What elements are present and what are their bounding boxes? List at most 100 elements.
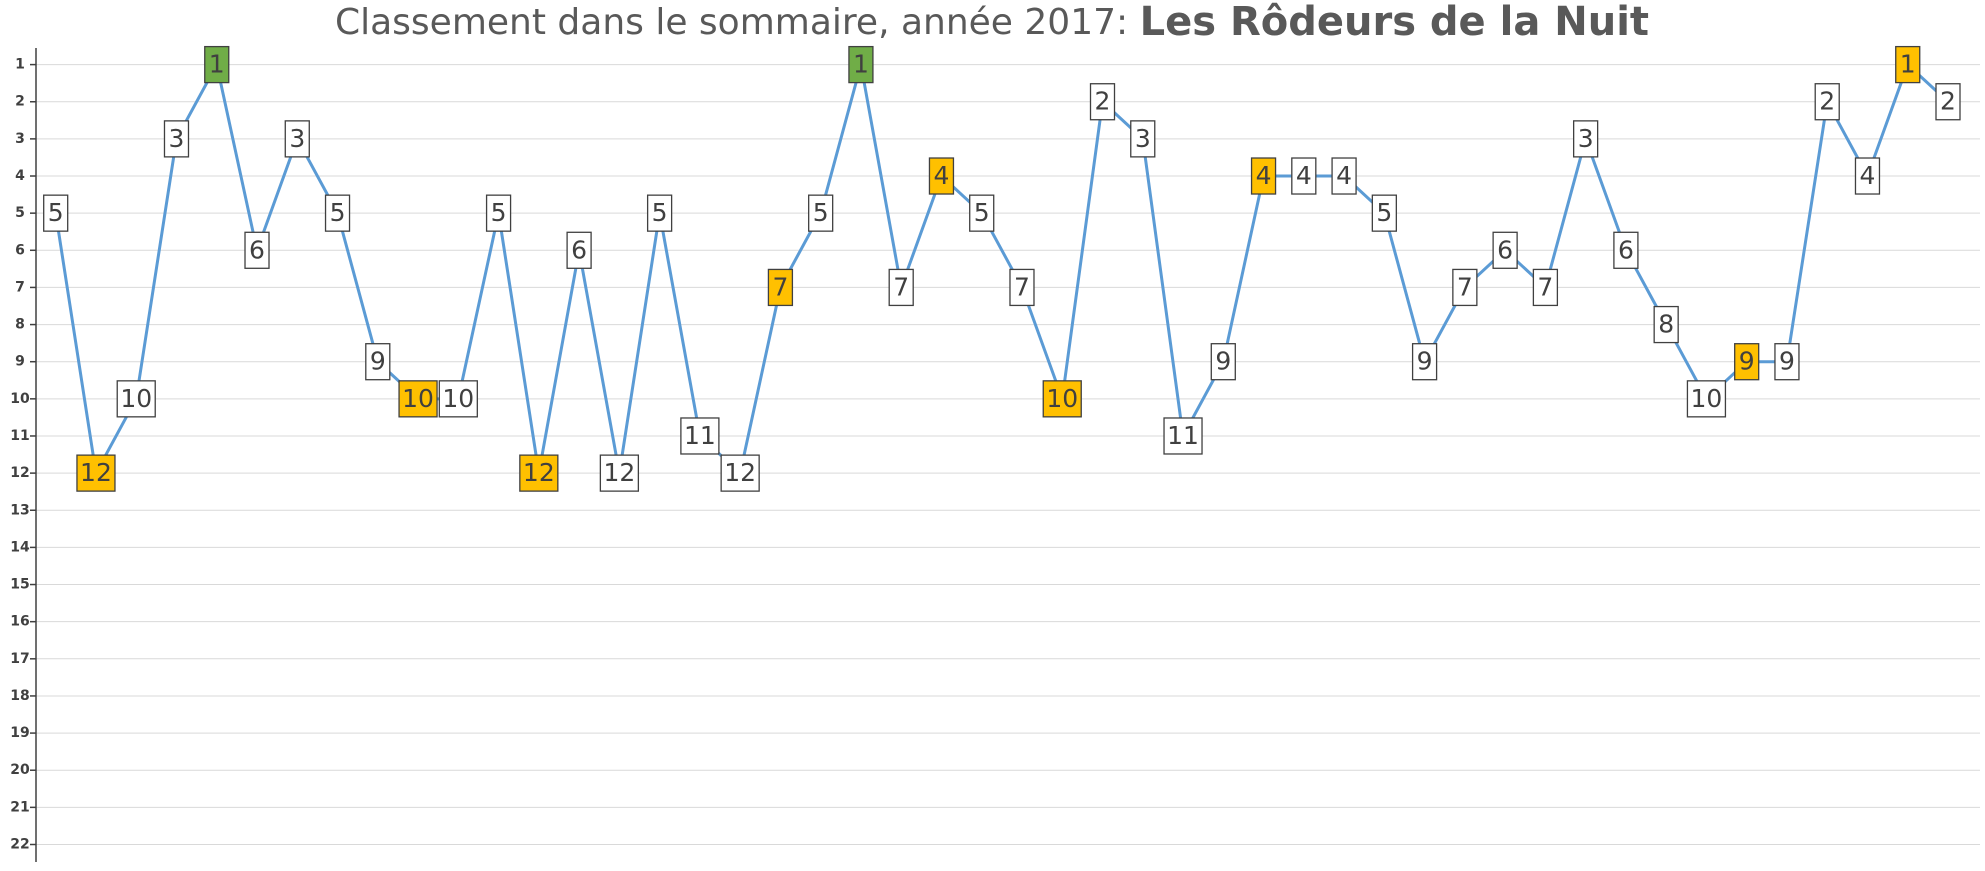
data-label-text: 5	[330, 198, 346, 227]
y-tick-label: 11	[10, 428, 29, 444]
data-label: 11	[680, 417, 720, 455]
data-label: 4	[1250, 157, 1277, 195]
line	[54, 60, 1950, 478]
data-label: 5	[646, 194, 673, 232]
data-label-text: 3	[289, 124, 305, 153]
data-label-box	[1042, 380, 1082, 418]
data-label: 6	[566, 231, 592, 269]
data-label-text: 4	[1296, 161, 1312, 190]
data-label-box	[365, 343, 391, 381]
data-label-box	[1331, 157, 1357, 195]
data-label-text: 5	[1376, 198, 1392, 227]
data-label-box	[808, 194, 834, 232]
data-label-box	[1291, 157, 1317, 195]
data-label-box	[888, 268, 914, 307]
data-label: 1	[1895, 45, 1921, 84]
data-label-box	[1653, 305, 1679, 344]
data-label: 9	[1411, 343, 1438, 381]
data-label-text: 9	[370, 347, 386, 376]
y-tick-label: 2	[15, 94, 25, 110]
data-label-text: 6	[1618, 235, 1634, 264]
data-label-text: 7	[893, 272, 909, 301]
data-label-text: 5	[974, 198, 990, 227]
data-label-text: 5	[652, 198, 668, 227]
data-label-box	[1130, 120, 1156, 158]
data-label-text: 4	[934, 161, 950, 190]
data-label: 4	[1854, 157, 1881, 195]
data-label-text: 7	[772, 272, 788, 301]
data-label: 10	[116, 380, 156, 418]
data-label-text: 7	[1537, 272, 1553, 301]
data-label-box	[76, 454, 116, 492]
data-label-text: 4	[1336, 161, 1352, 190]
data-label: 12	[519, 454, 559, 492]
data-label: 9	[1734, 343, 1760, 381]
data-label-box	[163, 120, 190, 158]
data-label-box	[1774, 343, 1800, 381]
data-label-box	[1210, 343, 1236, 381]
data-label-text: 11	[684, 421, 716, 450]
data-label-box	[1492, 231, 1518, 269]
data-label-text: 9	[1779, 347, 1795, 376]
y-tick-label: 1	[15, 57, 25, 73]
data-label: 10	[1042, 380, 1082, 418]
data-label-text: 12	[523, 458, 555, 487]
data-label-box	[1686, 380, 1727, 418]
data-label-box	[398, 380, 438, 418]
data-label-box	[646, 194, 673, 232]
y-tick-label: 16	[10, 614, 29, 630]
data-label: 6	[1613, 231, 1639, 269]
data-label-text: 6	[571, 235, 587, 264]
data-label-box	[1935, 83, 1961, 121]
data-label: 4	[928, 157, 955, 195]
y-tick-label: 3	[15, 131, 25, 147]
y-tick-label: 21	[10, 799, 29, 815]
data-label: 3	[163, 120, 190, 158]
data-label-box	[1163, 417, 1203, 455]
data-label-text: 10	[442, 384, 474, 413]
data-label-text: 1	[853, 50, 869, 79]
data-label-box	[1250, 157, 1277, 195]
data-label-text: 1	[209, 50, 225, 79]
data-label: 10	[438, 380, 478, 418]
data-label-box	[324, 194, 351, 232]
data-label: 7	[1009, 268, 1035, 307]
data-label: 5	[324, 194, 351, 232]
data-label-box	[485, 194, 512, 232]
data-label: 5	[1371, 194, 1397, 232]
data-label: 3	[284, 120, 310, 158]
title-emphasis: Les Rôdeurs de la Nuit	[1140, 0, 1649, 45]
data-label: 10	[1686, 380, 1727, 418]
y-tick-label: 18	[10, 688, 29, 704]
data-label-text: 5	[48, 198, 64, 227]
y-tick-label: 5	[15, 205, 25, 221]
data-label-text: 9	[1215, 347, 1231, 376]
data-label-box	[1411, 343, 1438, 381]
data-label-text: 10	[120, 384, 152, 413]
data-label: 2	[1814, 83, 1840, 121]
data-label-text: 9	[1739, 347, 1755, 376]
y-tick-label: 12	[10, 465, 29, 481]
data-label-box	[848, 45, 874, 84]
data-label-text: 1	[1900, 50, 1916, 79]
data-label-box	[1854, 157, 1881, 195]
data-label-box	[1613, 231, 1639, 269]
data-label: 5	[43, 194, 69, 232]
data-label-box	[1532, 268, 1559, 307]
y-tick-label: 22	[10, 837, 29, 853]
data-label-box	[767, 268, 794, 307]
y-tick-label: 9	[15, 354, 25, 370]
y-tick-label: 6	[15, 242, 25, 258]
data-label: 6	[1492, 231, 1518, 269]
data-label: 3	[1572, 120, 1599, 158]
data-label-box	[566, 231, 592, 269]
data-label: 7	[1452, 268, 1478, 307]
data-label: 12	[599, 454, 640, 492]
data-label-box	[928, 157, 955, 195]
data-label-box	[1734, 343, 1760, 381]
data-label: 9	[1774, 343, 1800, 381]
data-label-text: 11	[1167, 421, 1199, 450]
data-label-text: 12	[80, 458, 112, 487]
data-label-text: 9	[1417, 347, 1433, 376]
